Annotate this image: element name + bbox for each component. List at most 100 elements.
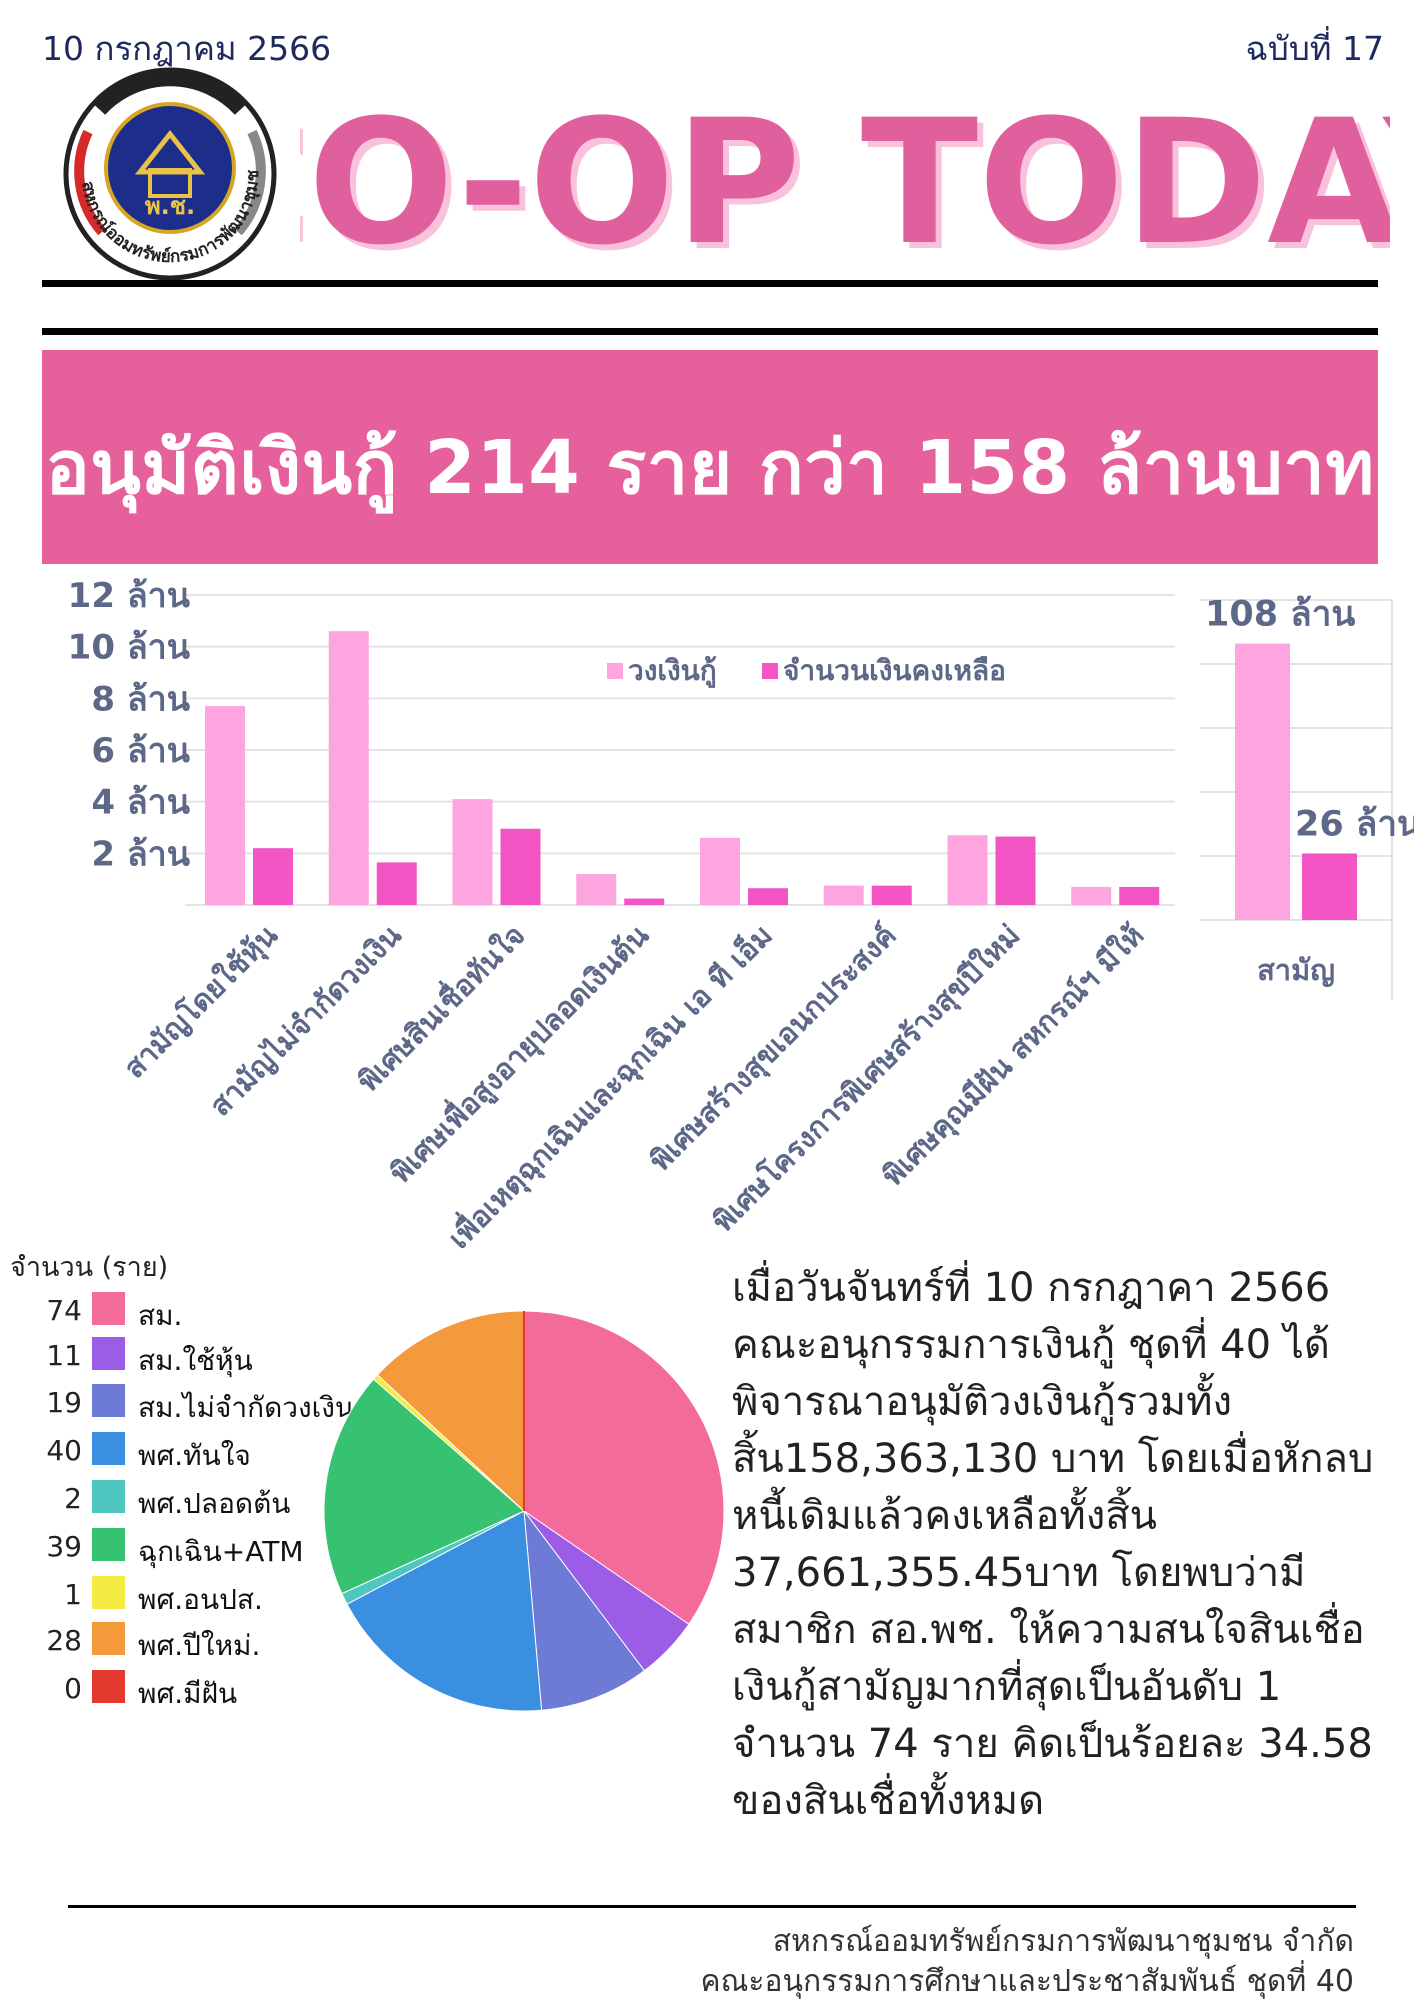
pie-legend-item: 2 พศ.ปลอดต้น: [0, 1478, 350, 1520]
headline: อนุมัติเงินกู้ 214 ราย กว่า 158 ล้านบาท: [45, 425, 1375, 511]
x-tick-label: พิเศษคุณมีฝัน สหกรณ์ฯ มีให้: [875, 918, 1150, 1193]
bar-loan-limit: [452, 799, 493, 905]
x-tick-label: พิเศษเพื่อสูงอายุปลอดเงินต้น: [380, 915, 656, 1191]
bar-remaining-balance: [376, 862, 417, 905]
masthead: CO-OP TODAY CO-OP TODAY: [300, 82, 1390, 286]
bar-remaining-balance: [995, 836, 1036, 905]
bar-remaining-balance: [1302, 853, 1357, 920]
pie-legend-count: 0: [64, 1672, 82, 1705]
pie-legend-swatch: [92, 1576, 125, 1609]
pie-legend-label: สม.: [138, 1299, 183, 1332]
y-tick-label: 6 ล้าน: [91, 731, 190, 771]
pie-legend-item: 19 สม.ไม่จำกัดวงเงิน: [0, 1382, 354, 1424]
pie-legend-count: 28: [46, 1624, 82, 1657]
issue-date: 10 กรกฎาคม 2566: [42, 29, 332, 68]
banner-divider: [42, 328, 1378, 335]
pie-legend-swatch: [92, 1432, 125, 1465]
x-tick-label: สามัญ: [1257, 953, 1335, 988]
data-label-remaining-balance: 26 ล้าน: [1295, 804, 1414, 844]
footer-committee: คณะอนุกรรมการศึกษาและประชาสัมพันธ์ ชุดที…: [700, 1964, 1354, 1999]
bar-loan-limit: [1235, 643, 1290, 920]
pie-legend-swatch: [92, 1670, 125, 1703]
samanya-x-label: สามัญ: [1257, 953, 1335, 988]
pie-legend-label: พศ.ปลอดต้น: [138, 1487, 291, 1520]
pie-slice: [523, 1509, 646, 1711]
pie-legend-item: 1 พศ.อนปส.: [0, 1574, 350, 1616]
footer-divider: [68, 1905, 1356, 1908]
pie-legend-count: 39: [46, 1530, 82, 1563]
pie-legend-label: ฉุกเฉิน+ATM: [138, 1535, 304, 1568]
bar-remaining-balance: [1119, 886, 1160, 905]
samanya-chart-bars: [1235, 643, 1357, 920]
x-tick-label: พิเศษสร้างสุขเอนกประสงค์: [643, 918, 903, 1178]
y-tick-label: 2 ล้าน: [91, 834, 190, 874]
legend-label-loan-limit: วงเงินกู้: [628, 654, 717, 688]
pie-legend-count: 40: [46, 1434, 82, 1467]
bar-loan-limit: [576, 874, 617, 905]
pie-legend-label: สม.ใช้หุ้น: [138, 1344, 253, 1377]
bar-remaining-balance: [748, 888, 788, 905]
bar-loan-limit: [328, 631, 369, 905]
pie-legend-label: พศ.ปีใหม่.: [138, 1629, 261, 1662]
loan-count-pie-chart: [323, 1310, 725, 1712]
y-tick-label: 4 ล้าน: [91, 783, 190, 823]
bar-remaining-balance: [500, 828, 541, 905]
bar-remaining-balance: [253, 848, 293, 905]
pie-slice: [376, 1310, 525, 1513]
legend-swatch-remaining-balance: [762, 663, 778, 679]
bar-loan-limit: [205, 706, 245, 905]
pie-legend-swatch: [92, 1528, 125, 1561]
y-tick-label: 8 ล้าน: [91, 679, 190, 719]
bar-loan-limit: [947, 835, 988, 905]
masthead-shadow: CO-OP TODAY: [300, 88, 1390, 286]
pie-legend-item: 74 สม.: [0, 1290, 350, 1332]
chart-legend: วงเงินกู้ จำนวนเงินคงเหลือ: [607, 654, 1006, 688]
pie-legend-title: จำนวน (ราย): [10, 1252, 169, 1283]
bar-loan-limit: [700, 837, 740, 905]
main-chart-bars: [205, 631, 1160, 905]
samanya-value-labels: 108 ล้าน 26 ล้าน: [1205, 595, 1414, 845]
bar-remaining-balance: [871, 885, 912, 905]
legend-swatch-loan-limit: [607, 663, 623, 679]
pie-legend-swatch: [92, 1480, 125, 1513]
pie-legend-label: สม.ไม่จำกัดวงเงิน: [138, 1391, 355, 1424]
pie-slice: [323, 1378, 525, 1595]
masthead-title: CO-OP TODAY: [300, 82, 1390, 283]
y-tick-label: 10 ล้าน: [68, 628, 190, 668]
x-axis-labels: สามัญโดยใช้หุ้นสามัญไม่จำกัดวงเงินพิเศษส…: [116, 915, 1151, 1256]
header-divider: [42, 280, 1378, 287]
y-axis-labels: 2 ล้าน 4 ล้าน 6 ล้าน 8 ล้าน 10 ล้าน 12 ล้าน: [68, 576, 190, 874]
y-tick-label: 12 ล้าน: [68, 576, 190, 616]
pie-legend-swatch: [92, 1384, 125, 1417]
logo-emblem-text: พ.ช.: [145, 192, 195, 220]
legend-label-remaining-balance: จำนวนเงินคงเหลือ: [783, 654, 1006, 687]
pie-legend-item: 39 ฉุกเฉิน+ATM: [0, 1526, 350, 1568]
bar-loan-limit: [1071, 886, 1112, 905]
headline-banner: อนุมัติเงินกู้ 214 ราย กว่า 158 ล้านบาท: [42, 350, 1378, 564]
pie-slice: [523, 1310, 725, 1625]
pie-legend-swatch: [92, 1622, 125, 1655]
pie-legend-item: 40 พศ.ทันใจ: [0, 1430, 350, 1472]
pie-legend-count: 11: [46, 1339, 82, 1372]
pie-slice: [346, 1510, 543, 1712]
pie-legend-item: 28 พศ.ปีใหม่.: [0, 1620, 350, 1662]
bar-remaining-balance: [624, 898, 665, 905]
pie-legend-label: พศ.มีฝัน: [138, 1677, 238, 1710]
coop-logo: พ.ช. สหกรณ์ออมทรัพย์กรมการพัฒนาชุมชน จำก…: [40, 62, 277, 281]
bar-loan-limit: [823, 885, 864, 905]
pie-legend-count: 2: [64, 1482, 82, 1515]
samanya-chart-gridlines: [1200, 599, 1393, 1000]
pie-legend-swatch: [92, 1337, 125, 1370]
pie-legend-item: 11 สม.ใช้หุ้น: [0, 1335, 350, 1377]
pie-legend-count: 74: [46, 1294, 82, 1327]
issue-number: ฉบับที่ 17: [1245, 29, 1384, 68]
pie-legend-label: พศ.อนปส.: [138, 1583, 263, 1616]
pie-legend-label: พศ.ทันใจ: [138, 1439, 251, 1472]
pie-legend-count: 1: [64, 1578, 82, 1611]
loan-bar-chart: 2 ล้าน 4 ล้าน 6 ล้าน 8 ล้าน 10 ล้าน 12 ล้าน ส…: [68, 576, 1414, 1256]
pie-legend-item: 0 พศ.มีฝัน: [0, 1668, 350, 1710]
pie-legend-count: 19: [46, 1386, 82, 1419]
data-label-loan-limit: 108 ล้าน: [1205, 595, 1355, 635]
pie-legend-swatch: [92, 1292, 125, 1325]
footer-org: สหกรณ์ออมทรัพย์กรมการพัฒนาชุมชน จำกัด: [772, 1924, 1354, 1959]
